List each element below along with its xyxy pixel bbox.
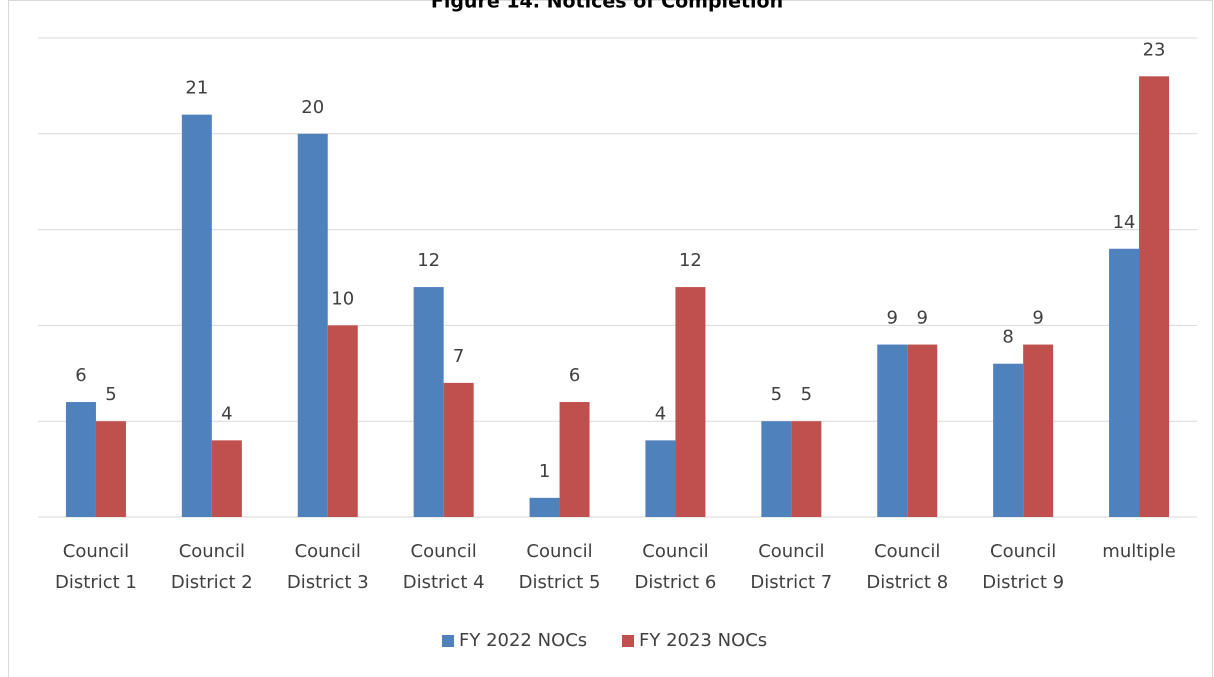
bar <box>559 402 590 517</box>
bar <box>791 421 822 517</box>
x-tick-label: Council District 5 <box>519 541 601 593</box>
data-label: 9 <box>1032 308 1043 329</box>
bar <box>761 421 792 517</box>
legend-swatch <box>622 635 634 647</box>
data-label: 6 <box>75 365 86 386</box>
bar <box>1023 344 1054 517</box>
data-label: 12 <box>679 250 702 271</box>
data-label: 23 <box>1143 39 1166 60</box>
x-tick-label: Council District 8 <box>866 541 948 593</box>
data-label: 5 <box>771 384 782 405</box>
data-label: 9 <box>917 308 928 329</box>
data-label: 10 <box>331 288 354 309</box>
legend-label: FY 2023 NOCs <box>639 630 767 651</box>
data-label: 5 <box>105 384 116 405</box>
data-label: 12 <box>417 250 440 271</box>
bar <box>675 287 706 517</box>
bar <box>413 287 444 517</box>
bar <box>181 114 212 517</box>
x-tick-label: multiple <box>1102 541 1176 562</box>
x-tick-label: Council District 4 <box>403 541 485 593</box>
data-label: 14 <box>1113 212 1136 233</box>
bar <box>907 344 938 517</box>
bar <box>993 363 1024 517</box>
bar <box>297 133 328 518</box>
data-label: 5 <box>801 384 812 405</box>
data-label: 7 <box>453 346 464 367</box>
chart-frame <box>8 0 1213 677</box>
bar <box>877 344 908 517</box>
bar <box>1109 248 1140 517</box>
data-label: 8 <box>1002 327 1013 348</box>
x-tick-label: Council District 3 <box>287 541 369 593</box>
bar <box>645 440 676 517</box>
bar <box>529 497 560 517</box>
bar <box>443 382 474 517</box>
data-label: 6 <box>569 365 580 386</box>
bar <box>65 402 96 517</box>
bar <box>327 325 358 517</box>
data-label: 21 <box>185 78 208 99</box>
x-tick-label: Council District 9 <box>982 541 1064 593</box>
data-label: 9 <box>887 308 898 329</box>
x-tick-label: Council District 6 <box>635 541 717 593</box>
legend-label: FY 2022 NOCs <box>459 630 587 651</box>
x-tick-label: Council District 2 <box>171 541 253 593</box>
legend-swatch <box>442 635 454 647</box>
data-label: 4 <box>221 403 232 424</box>
bar <box>95 421 126 517</box>
bar <box>211 440 242 517</box>
data-label: 4 <box>655 403 666 424</box>
x-tick-label: Council District 1 <box>55 541 137 593</box>
x-tick-label: Council District 7 <box>750 541 832 593</box>
chart-title: Figure 14. Notices of Completion <box>431 0 783 13</box>
data-label: 20 <box>301 97 324 118</box>
data-label: 1 <box>539 461 550 482</box>
bar <box>1139 76 1170 517</box>
